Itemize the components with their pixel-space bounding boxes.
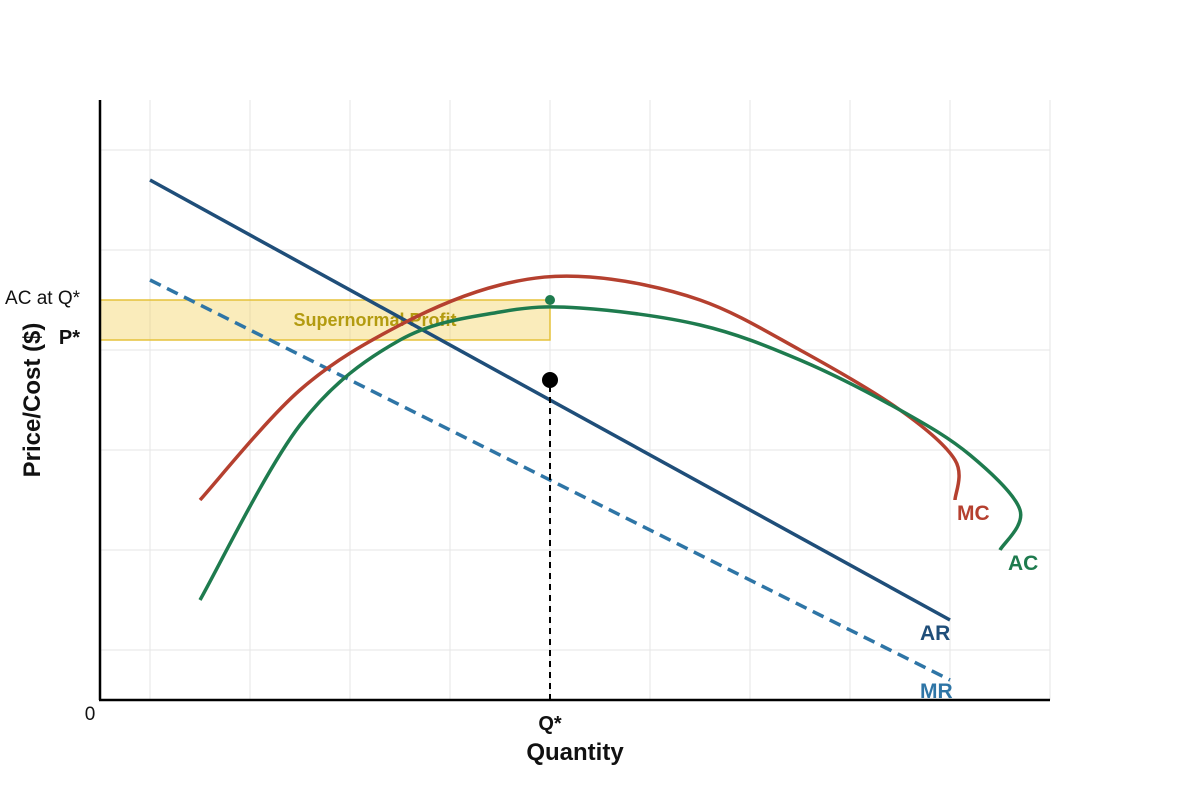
gridlines (100, 100, 1051, 700)
y-tick-label-ac-at-q: AC at Q* (5, 288, 81, 309)
shaded-region-layer: Supernormal Profit (99, 299, 551, 341)
x-axis-title: Quantity (526, 739, 624, 766)
mr-label: MR (920, 680, 953, 703)
curves-layer: AR MR MC AC (149, 178, 1038, 703)
x-tick-label-q: Q* (538, 713, 562, 735)
points-layer (542, 295, 558, 700)
x-tick-label-0: 0 (85, 704, 96, 725)
y-axis-title: Price/Cost ($) (19, 323, 46, 478)
tick-labels-layer: 0 Q* P* AC at Q* (5, 288, 562, 735)
y-tick-label-p: P* (59, 327, 80, 349)
ar-label: AR (920, 622, 950, 645)
ac-label: AC (1008, 552, 1038, 575)
ac-at-q-star-point (545, 295, 555, 305)
ac-curve (198, 305, 1023, 601)
supernormal-profit-area (99, 299, 551, 341)
optimal-output-point (542, 372, 558, 388)
mc-label: MC (957, 502, 990, 525)
